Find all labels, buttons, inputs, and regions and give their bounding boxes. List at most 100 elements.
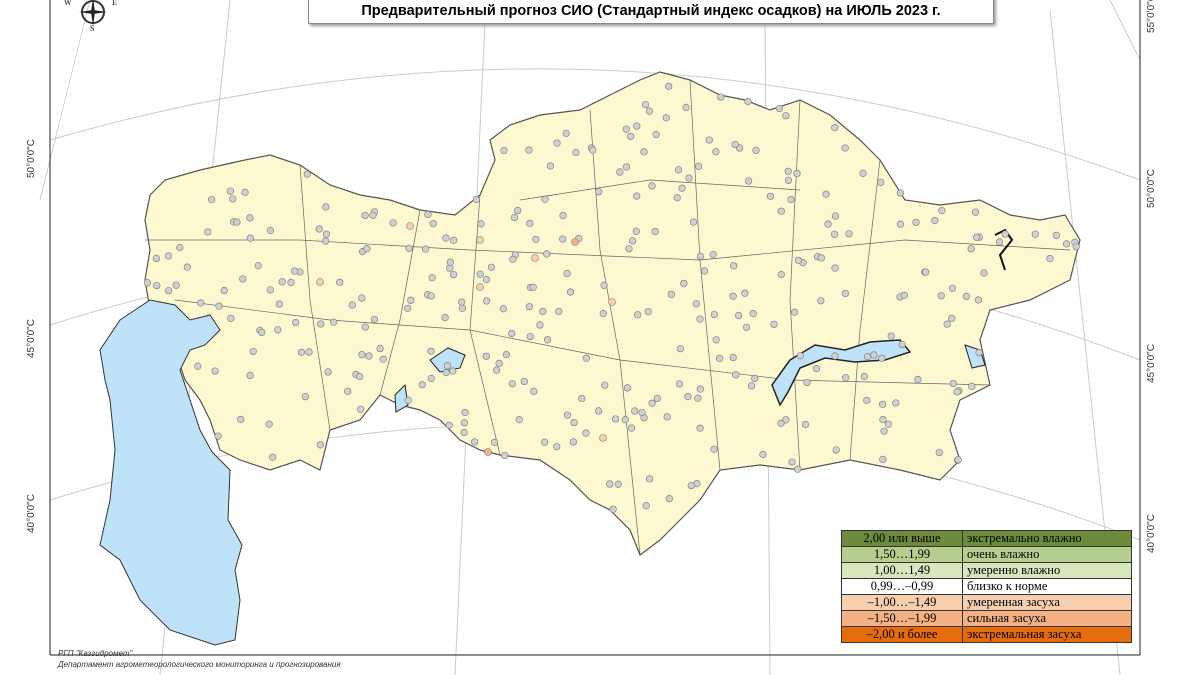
station-marker <box>1001 230 1009 238</box>
station-marker <box>442 369 450 377</box>
station-marker-drought <box>608 298 616 306</box>
station-marker <box>676 345 684 353</box>
station-marker <box>685 174 693 182</box>
station-marker <box>622 163 631 171</box>
station-marker-drought <box>316 278 324 286</box>
station-marker <box>700 267 709 275</box>
station-marker <box>645 107 653 115</box>
station-marker <box>652 131 660 139</box>
station-marker <box>674 166 683 174</box>
station-marker <box>356 373 364 381</box>
station-marker <box>782 416 790 424</box>
station-marker <box>744 97 752 106</box>
station-marker <box>246 234 254 242</box>
station-marker <box>696 424 704 432</box>
station-marker <box>975 349 983 357</box>
station-marker <box>689 218 698 226</box>
station-marker <box>572 148 580 157</box>
station-marker <box>361 211 369 220</box>
station-marker <box>794 465 802 473</box>
compass-w: W <box>64 0 72 7</box>
station-marker <box>322 237 330 245</box>
station-marker <box>539 307 547 316</box>
station-marker <box>817 297 825 305</box>
station-marker <box>365 352 373 360</box>
station-marker <box>566 288 575 296</box>
station-marker <box>297 348 306 356</box>
station-marker <box>404 396 412 404</box>
station-marker <box>578 394 586 403</box>
station-marker <box>508 380 516 388</box>
legend-value: 1,00…1,49 <box>841 562 963 579</box>
station-marker <box>694 162 703 170</box>
station-marker <box>487 263 496 271</box>
station-marker <box>363 245 371 253</box>
station-marker <box>863 353 872 361</box>
station-marker <box>896 220 905 228</box>
station-marker <box>640 148 648 156</box>
station-marker <box>745 177 753 185</box>
station-marker <box>570 418 578 427</box>
station-marker <box>249 347 257 356</box>
station-marker <box>842 374 850 382</box>
station-marker <box>784 167 792 175</box>
station-marker <box>442 234 450 242</box>
station-marker <box>220 286 228 295</box>
station-marker <box>973 233 981 241</box>
station-marker <box>482 352 490 360</box>
station-marker <box>648 182 656 190</box>
station-marker <box>682 103 690 111</box>
lake-zaysan <box>994 228 1014 271</box>
station-marker <box>633 122 641 130</box>
station-marker <box>559 212 567 220</box>
station-marker <box>777 207 785 215</box>
station-marker <box>801 420 810 429</box>
station-marker <box>735 311 743 320</box>
station-marker <box>595 188 603 196</box>
station-marker-drought <box>531 254 539 262</box>
station-marker-drought <box>476 283 484 291</box>
station-marker <box>732 371 740 379</box>
station-marker <box>967 245 975 253</box>
legend-value: 0,99…–0,99 <box>841 578 963 595</box>
station-marker <box>841 144 849 152</box>
station-marker <box>553 443 561 451</box>
station-marker <box>606 480 614 488</box>
station-marker <box>954 456 962 464</box>
station-marker <box>269 453 277 461</box>
lat-label: 45°0'0"С <box>26 319 37 358</box>
station-marker <box>631 407 639 415</box>
station-marker <box>642 502 650 510</box>
legend-value: –1,50…–1,99 <box>841 610 963 627</box>
station-marker <box>648 399 656 407</box>
station-marker <box>622 125 630 133</box>
station-marker <box>845 230 853 238</box>
station-marker <box>582 429 590 437</box>
station-marker <box>832 446 840 454</box>
station-marker <box>968 382 976 390</box>
station-marker <box>418 381 426 389</box>
station-marker <box>501 451 509 460</box>
station-marker <box>653 394 661 403</box>
station-marker <box>449 367 457 375</box>
station-marker <box>292 318 300 327</box>
station-marker <box>600 281 608 289</box>
station-marker <box>675 380 683 388</box>
station-marker <box>543 250 551 258</box>
station-marker <box>536 321 544 329</box>
station-marker <box>627 424 636 432</box>
station-marker <box>502 351 511 359</box>
station-marker <box>379 355 387 363</box>
station-marker <box>642 100 650 109</box>
station-marker <box>589 146 597 154</box>
station-marker <box>684 393 692 401</box>
station-marker <box>729 292 737 300</box>
station-marker <box>369 211 377 219</box>
station-marker <box>822 190 830 198</box>
compass-icon <box>79 0 107 26</box>
station-marker-drought <box>571 238 579 246</box>
station-marker <box>922 268 930 276</box>
legend-label: очень влажно <box>962 546 1132 563</box>
legend-value: 2,00 или выше <box>841 530 963 547</box>
